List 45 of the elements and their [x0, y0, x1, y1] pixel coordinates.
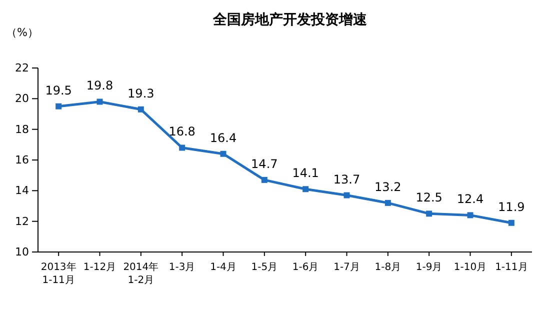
point: [56, 103, 62, 110]
point: [302, 186, 309, 192]
chart-title: 全国房地产开发投资增速: [212, 11, 368, 28]
x-tick-label: 1-11月: [495, 262, 528, 273]
data-label: 13.7: [333, 172, 360, 186]
y-tick-label: 10: [15, 246, 29, 259]
y-tick-label: 14: [15, 184, 29, 198]
point: [384, 200, 391, 206]
point: [220, 150, 226, 157]
y-tick-label: 12: [15, 214, 29, 228]
data-label: 16.8: [168, 124, 196, 139]
y-tick-label: 16: [15, 154, 29, 167]
data-label: 19.8: [86, 78, 114, 93]
point: [96, 98, 103, 105]
data-label: 19.3: [128, 86, 154, 100]
x-tick-label: 2014年 1-2月: [123, 261, 159, 286]
data-label: 12.4: [456, 192, 484, 206]
x-tick-label: 1-5月: [251, 262, 278, 273]
data-label: 19.5: [45, 83, 72, 98]
y-tick-label: 18: [15, 122, 29, 136]
point: [179, 144, 186, 151]
y-tick-label: 22: [15, 62, 29, 75]
data-label: 13.2: [374, 180, 402, 194]
x-tick-label: 1-4月: [210, 262, 236, 273]
point: [426, 210, 432, 217]
point: [261, 176, 268, 183]
x-tick-label: 1-9月: [416, 262, 442, 273]
x-tick-label: 1-3月: [168, 262, 196, 273]
point: [508, 220, 514, 226]
point: [344, 192, 350, 198]
y-axis-title: （%）: [6, 26, 38, 39]
x-tick-label: 1-6月: [292, 262, 319, 273]
data-label: 14.1: [292, 166, 319, 180]
x-tick-label: 2013年 1-11月: [40, 261, 76, 286]
y-tick-label: 20: [15, 92, 29, 106]
data-label: 11.9: [498, 200, 525, 214]
x-tick-label: 1-12月: [83, 262, 116, 273]
x-tick-label: 1-8月: [374, 262, 402, 273]
data-label: 12.5: [416, 190, 442, 205]
x-tick-label: 1-10月: [454, 262, 487, 273]
point: [467, 212, 474, 218]
point: [138, 106, 144, 112]
data-label: 16.4: [210, 130, 237, 145]
data-label: 14.7: [251, 156, 278, 171]
x-tick-label: 1-7月: [334, 262, 360, 273]
